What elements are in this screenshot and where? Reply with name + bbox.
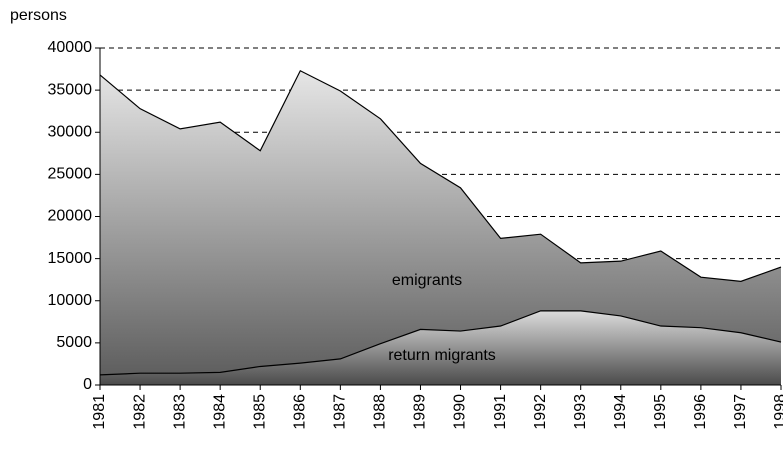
x-tick-label: 1987 bbox=[332, 394, 349, 430]
y-tick-label: 25000 bbox=[48, 166, 93, 183]
x-tick-label: 1986 bbox=[292, 394, 309, 430]
series-label: emigrants bbox=[392, 272, 462, 289]
x-tick-label: 1984 bbox=[211, 394, 228, 430]
series-label: return migrants bbox=[388, 347, 496, 364]
y-tick-label: 5000 bbox=[56, 334, 92, 351]
y-tick-label: 20000 bbox=[48, 208, 93, 225]
area bbox=[100, 70, 781, 385]
x-tick-label: 1989 bbox=[412, 394, 429, 430]
y-tick-label: 10000 bbox=[48, 292, 93, 309]
y-tick-label: 35000 bbox=[48, 81, 93, 98]
x-tick-label: 1991 bbox=[492, 394, 509, 430]
y-tick-label: 40000 bbox=[48, 39, 93, 56]
x-tick-label: 1998 bbox=[772, 394, 783, 430]
x-tick-label: 1993 bbox=[572, 394, 589, 430]
x-tick-label: 1992 bbox=[532, 394, 549, 430]
x-tick-label: 1997 bbox=[732, 394, 749, 430]
x-tick-label: 1994 bbox=[612, 394, 629, 430]
area-line bbox=[99, 310, 782, 376]
y-axis-label: persons bbox=[10, 7, 67, 24]
x-tick-label: 1981 bbox=[91, 394, 108, 430]
y-tick-label: 30000 bbox=[48, 123, 93, 140]
area bbox=[100, 310, 781, 385]
x-tick-label: 1995 bbox=[652, 394, 669, 430]
area-line bbox=[99, 69, 782, 282]
x-tick-label: 1985 bbox=[251, 394, 268, 430]
x-tick-label: 1990 bbox=[452, 394, 469, 430]
y-tick-label: 0 bbox=[83, 376, 92, 393]
x-tick-label: 1996 bbox=[692, 394, 709, 430]
x-tick-label: 1988 bbox=[372, 394, 389, 430]
y-tick-label: 15000 bbox=[48, 250, 93, 267]
x-tick-label: 1982 bbox=[131, 394, 148, 430]
x-tick-label: 1983 bbox=[171, 394, 188, 430]
